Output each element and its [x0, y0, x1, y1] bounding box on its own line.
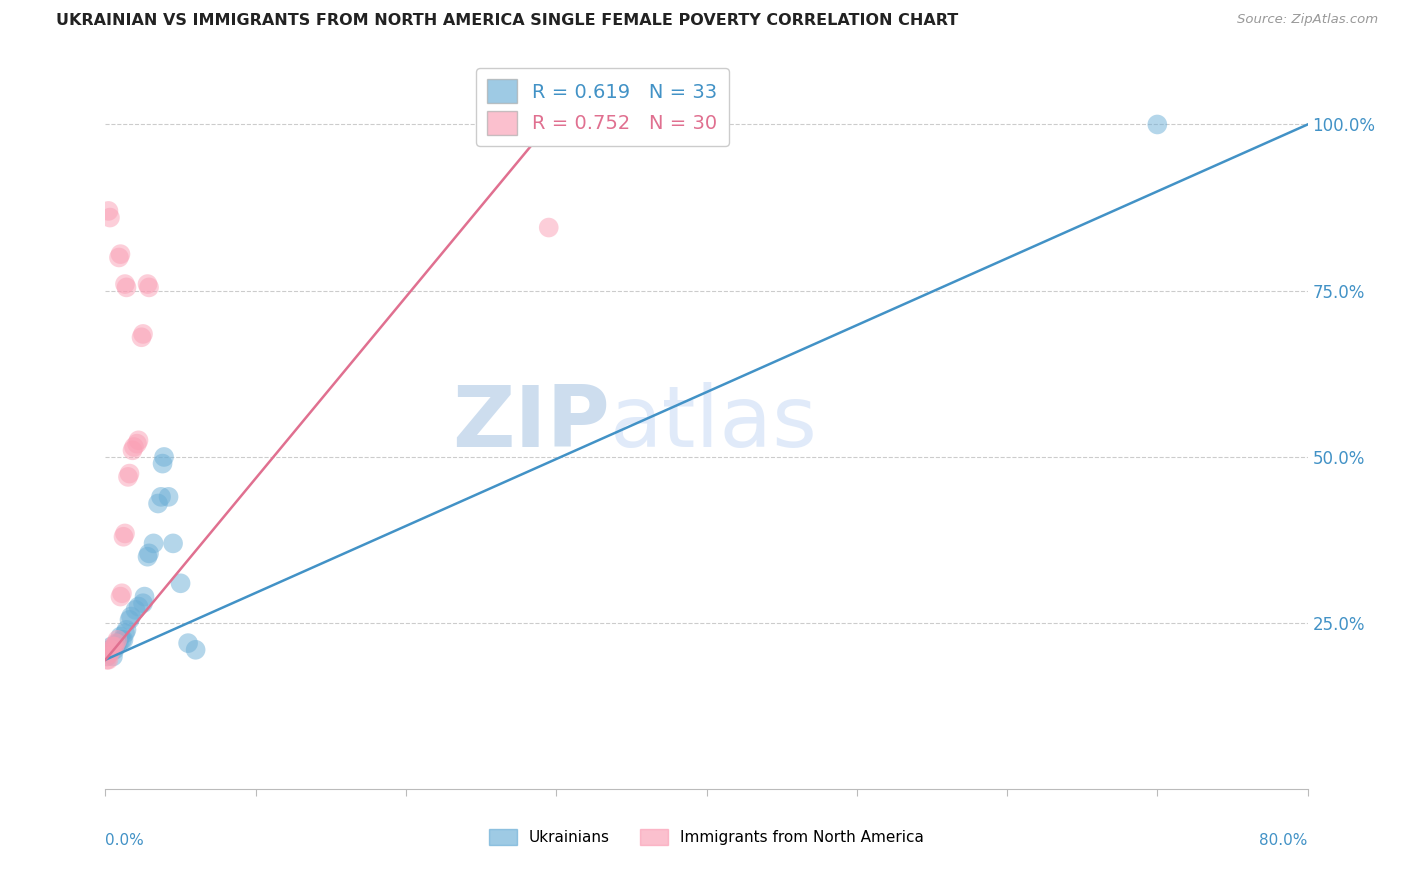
- Point: [128, 599, 150, 614]
- Point: [128, 434, 150, 448]
- Point: [142, 536, 165, 550]
- Point: [115, 280, 138, 294]
- Point: [110, 590, 132, 604]
- Point: [115, 623, 138, 637]
- Point: [104, 636, 127, 650]
- Point: [104, 640, 127, 654]
- Point: [97, 653, 120, 667]
- Point: [118, 613, 141, 627]
- Legend: R = 0.619   N = 33, R = 0.752   N = 30: R = 0.619 N = 33, R = 0.752 N = 30: [475, 68, 728, 146]
- Point: [114, 277, 136, 291]
- Point: [138, 546, 160, 560]
- Point: [122, 440, 145, 454]
- Point: [177, 636, 200, 650]
- Text: 0.0%: 0.0%: [105, 833, 145, 848]
- Point: [114, 626, 136, 640]
- Point: [110, 630, 132, 644]
- Point: [111, 586, 134, 600]
- Point: [184, 642, 207, 657]
- Point: [110, 247, 132, 261]
- Point: [169, 576, 191, 591]
- Text: atlas: atlas: [610, 382, 818, 466]
- Point: [98, 646, 121, 660]
- Point: [120, 609, 142, 624]
- Point: [112, 530, 135, 544]
- Point: [132, 596, 155, 610]
- Point: [131, 330, 153, 344]
- Point: [107, 632, 129, 647]
- Point: [100, 642, 122, 657]
- Point: [132, 326, 155, 341]
- Point: [101, 640, 124, 654]
- Point: [157, 490, 180, 504]
- Point: [124, 603, 146, 617]
- Point: [136, 277, 159, 291]
- Point: [537, 220, 560, 235]
- Point: [152, 457, 174, 471]
- Point: [96, 653, 118, 667]
- Point: [98, 211, 121, 225]
- Point: [96, 649, 118, 664]
- Point: [118, 467, 141, 481]
- Point: [108, 636, 131, 650]
- Point: [112, 632, 135, 647]
- Point: [103, 640, 125, 654]
- Point: [100, 640, 122, 654]
- Point: [98, 642, 121, 657]
- Text: UKRAINIAN VS IMMIGRANTS FROM NORTH AMERICA SINGLE FEMALE POVERTY CORRELATION CHA: UKRAINIAN VS IMMIGRANTS FROM NORTH AMERI…: [56, 13, 959, 29]
- Point: [153, 450, 176, 464]
- Point: [146, 496, 169, 510]
- Point: [114, 526, 136, 541]
- Point: [108, 251, 131, 265]
- Point: [107, 636, 129, 650]
- Point: [111, 632, 134, 647]
- Point: [97, 203, 120, 218]
- Point: [150, 490, 173, 504]
- Point: [136, 549, 159, 564]
- Point: [138, 280, 160, 294]
- Point: [97, 646, 120, 660]
- Point: [101, 649, 124, 664]
- Text: ZIP: ZIP: [453, 382, 610, 466]
- Text: Source: ZipAtlas.com: Source: ZipAtlas.com: [1237, 13, 1378, 27]
- Point: [103, 642, 125, 657]
- Point: [1146, 118, 1168, 132]
- Point: [96, 649, 118, 664]
- Point: [162, 536, 184, 550]
- Point: [134, 590, 156, 604]
- Point: [125, 436, 148, 450]
- Point: [121, 443, 143, 458]
- Text: 80.0%: 80.0%: [1260, 833, 1308, 848]
- Point: [117, 470, 139, 484]
